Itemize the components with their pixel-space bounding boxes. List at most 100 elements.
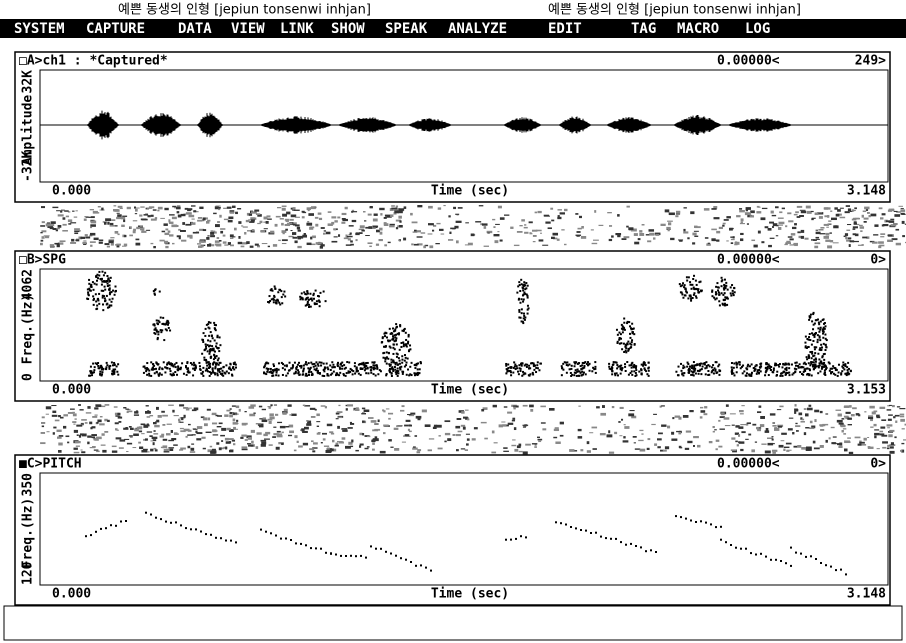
scan-noise xyxy=(882,441,888,443)
pitch-point xyxy=(600,536,602,538)
scan-noise xyxy=(277,433,282,435)
scan-noise xyxy=(390,447,393,448)
scan-noise xyxy=(847,418,852,420)
scan-noise xyxy=(163,445,168,448)
scan-noise xyxy=(81,451,85,453)
menu-item[interactable]: LINK xyxy=(280,21,314,37)
menu-item[interactable]: ANALYZE xyxy=(448,21,507,37)
spectrogram xyxy=(522,371,524,373)
menu-item[interactable]: CAPTURE xyxy=(86,21,145,37)
spectrogram xyxy=(396,356,398,358)
scan-noise xyxy=(751,240,755,241)
scan-noise xyxy=(248,445,253,447)
scan-noise xyxy=(85,237,90,239)
spectrogram xyxy=(206,365,208,367)
pitch-point xyxy=(110,524,112,526)
spectrogram xyxy=(712,364,714,366)
menu-item[interactable]: LOG xyxy=(745,21,770,37)
pitch-point xyxy=(180,524,182,526)
scan-noise xyxy=(154,448,157,449)
scan-noise xyxy=(529,405,534,408)
scan-noise xyxy=(186,436,188,438)
scan-noise xyxy=(642,224,645,226)
scan-noise xyxy=(738,441,740,443)
scan-noise xyxy=(282,206,287,207)
scan-noise xyxy=(596,406,600,408)
menu-item[interactable]: EDIT xyxy=(548,21,582,37)
spectrogram xyxy=(101,371,103,373)
spectrogram xyxy=(733,294,735,296)
spectrogram xyxy=(150,361,152,363)
scan-noise xyxy=(90,209,94,210)
spectrogram xyxy=(380,370,382,372)
menu-item[interactable]: VIEW xyxy=(231,21,265,37)
scan-noise xyxy=(407,414,411,415)
spectrogram xyxy=(689,366,691,368)
spectrogram xyxy=(109,299,111,301)
scan-noise xyxy=(140,227,145,228)
spectrogram xyxy=(414,367,416,369)
spectrogram xyxy=(195,365,197,367)
spectrogram xyxy=(742,372,744,374)
spectrogram xyxy=(823,318,825,320)
spectrogram xyxy=(815,319,817,321)
menu-item[interactable]: SYSTEM xyxy=(14,21,65,37)
scan-noise xyxy=(894,211,898,212)
spectrogram xyxy=(284,369,286,371)
spectrogram xyxy=(733,362,735,364)
spectrogram xyxy=(218,350,220,352)
spectrogram xyxy=(808,339,810,341)
spectrogram xyxy=(308,371,310,373)
spectrogram xyxy=(394,369,396,371)
spectrogram xyxy=(732,292,734,294)
menu-item[interactable]: DATA xyxy=(178,21,212,37)
scan-noise xyxy=(639,430,643,431)
menu-item[interactable]: TAG xyxy=(631,21,656,37)
scan-noise xyxy=(118,417,122,419)
spectrogram xyxy=(760,363,762,365)
scan-noise xyxy=(283,232,285,234)
scan-noise xyxy=(544,216,550,217)
scan-noise xyxy=(683,231,688,233)
spectrogram xyxy=(395,340,397,342)
scan-noise xyxy=(876,415,880,417)
menu-item[interactable]: SHOW xyxy=(331,21,365,37)
scan-noise xyxy=(337,426,340,429)
scan-noise xyxy=(67,442,69,444)
scan-noise xyxy=(481,422,487,423)
pitch-point xyxy=(815,558,817,560)
spectrogram xyxy=(718,292,720,294)
scan-noise xyxy=(417,449,421,451)
scan-noise xyxy=(203,229,206,231)
spectrogram xyxy=(98,367,100,369)
menu-item[interactable]: SPEAK xyxy=(385,21,428,37)
scan-noise xyxy=(282,239,288,241)
pitch-point xyxy=(410,561,412,563)
spectrogram xyxy=(794,362,796,364)
scan-noise xyxy=(188,424,191,425)
spectrogram xyxy=(417,368,419,370)
scan-noise xyxy=(321,405,326,406)
spectrogram xyxy=(773,369,775,371)
pitch-point xyxy=(425,567,427,569)
spectrogram xyxy=(204,335,206,337)
scan-noise xyxy=(679,240,682,242)
pitch-point xyxy=(735,547,737,549)
scan-noise xyxy=(852,210,856,211)
spectrogram xyxy=(695,364,697,366)
scan-noise xyxy=(309,448,314,450)
scan-noise xyxy=(289,425,294,428)
spectrogram xyxy=(154,372,156,374)
spectrogram xyxy=(834,367,836,369)
menu-item[interactable]: MACRO xyxy=(677,21,719,37)
scan-noise xyxy=(741,218,744,221)
spectrogram xyxy=(571,374,573,376)
spectrogram xyxy=(346,361,348,363)
scan-noise xyxy=(448,215,450,217)
spectrogram xyxy=(114,368,116,370)
spectrogram xyxy=(385,374,387,376)
scan-noise xyxy=(555,427,559,429)
scan-noise xyxy=(784,244,787,245)
scan-noise xyxy=(713,426,715,428)
scan-noise xyxy=(303,405,305,406)
